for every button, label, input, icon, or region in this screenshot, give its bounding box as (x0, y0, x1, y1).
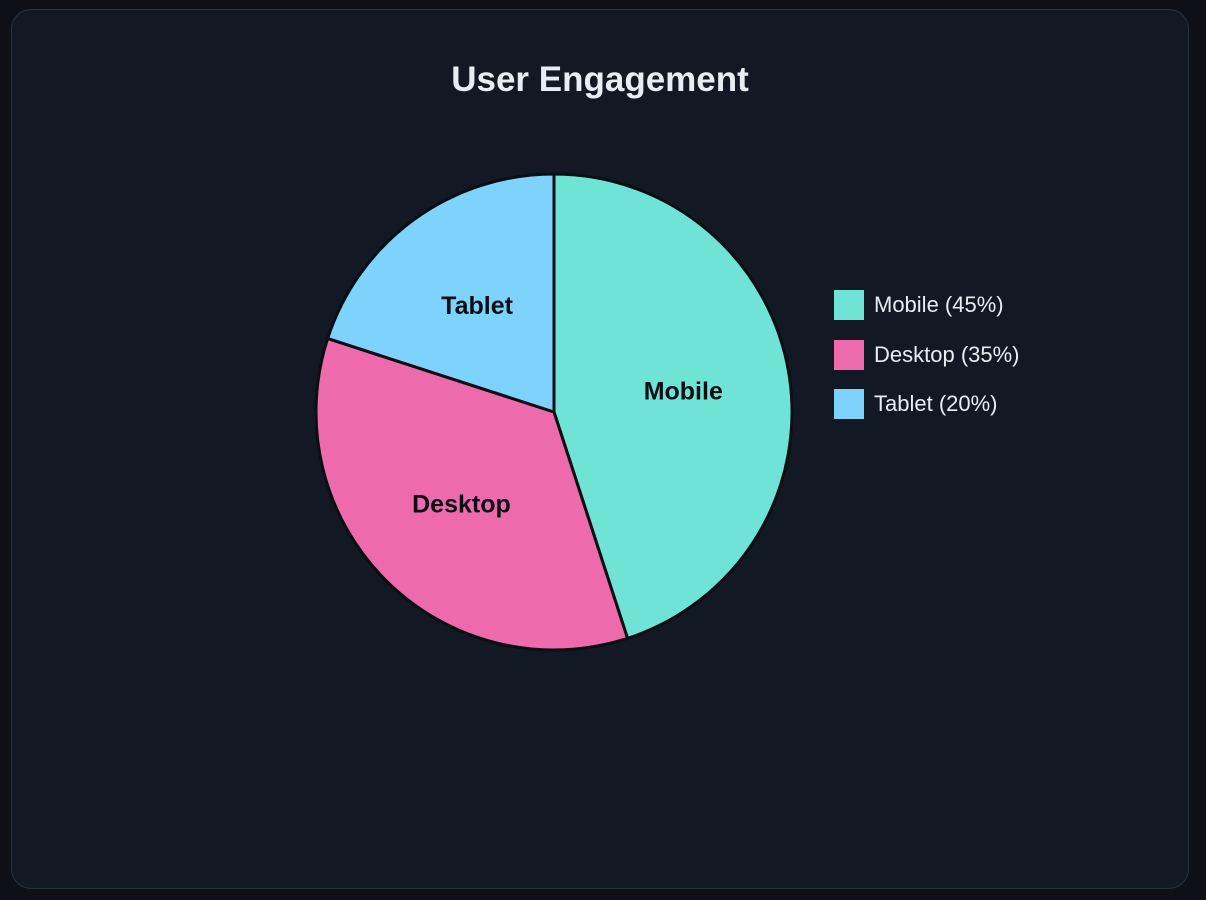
pie-slice-tablet[interactable] (326, 172, 556, 414)
legend-swatch (834, 389, 864, 419)
chart-card: User Engagement Mobile Desktop Tablet Mobi… (11, 9, 1189, 889)
legend-item-desktop[interactable]: Desktop (35%) (834, 339, 1020, 370)
slice-label-mobile: Mobile (644, 378, 723, 406)
pie-chart: Mobile Desktop Tablet (314, 172, 794, 652)
legend-item-mobile[interactable]: Mobile (45%) (834, 290, 1020, 320)
chart-title: User Engagement (451, 60, 749, 99)
chart-legend: Mobile (45%) Desktop (35%) Tablet (20%) (834, 290, 1020, 439)
legend-label: Tablet (20%) (874, 391, 998, 416)
slice-label-tablet: Tablet (441, 292, 513, 320)
legend-swatch (834, 339, 864, 370)
legend-item-tablet[interactable]: Tablet (20%) (834, 389, 1020, 419)
legend-label: Desktop (35%) (874, 341, 1020, 367)
legend-swatch (834, 290, 864, 320)
slice-label-desktop: Desktop (412, 491, 511, 519)
pie-slice-desktop[interactable] (314, 336, 630, 652)
pie-slice-mobile[interactable] (552, 172, 794, 640)
legend-label: Mobile (45%) (874, 292, 1004, 317)
